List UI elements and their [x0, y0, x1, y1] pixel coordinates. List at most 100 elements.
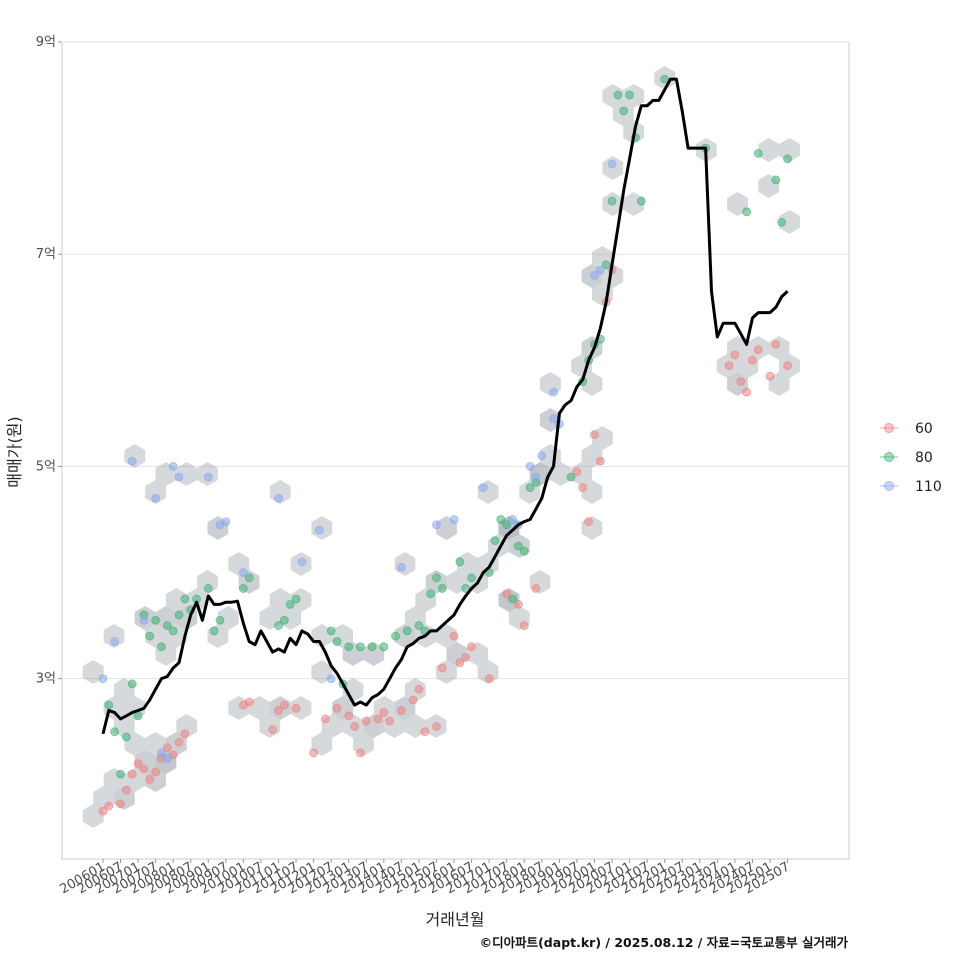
scatter-point-80: [157, 642, 166, 652]
scatter-point-80: [356, 642, 365, 652]
scatter-point-60: [455, 658, 465, 668]
scatter-point-80: [467, 573, 476, 583]
scatter-point-60: [104, 801, 114, 811]
scatter-point-60: [332, 703, 342, 713]
scatter-point-60: [408, 695, 418, 705]
scatter-point-60: [578, 483, 588, 493]
scatter-point-60: [291, 703, 301, 713]
scatter-point-80: [279, 615, 289, 625]
scatter-point-80: [514, 541, 523, 551]
scatter-point-60: [484, 674, 494, 684]
scatter-point-80: [619, 106, 629, 116]
scatter-point-80: [215, 615, 225, 625]
scatter-point-60: [590, 430, 599, 439]
scatter-point-80: [607, 196, 617, 206]
scatter-point-80: [168, 626, 178, 636]
scatter-point-60: [373, 714, 383, 724]
scatter-point-60: [309, 748, 319, 758]
scatter-point-110: [531, 472, 541, 482]
scatter-point-80: [455, 557, 465, 567]
scatter-point-80: [660, 74, 670, 84]
scatter-point-60: [572, 467, 582, 477]
scatter-point-60: [467, 642, 476, 652]
legend-key-point: [884, 452, 894, 462]
hex-cell: [436, 624, 457, 648]
scatter-point-60: [771, 339, 781, 349]
scatter-point-80: [601, 260, 611, 270]
y-tick-label: 5억: [36, 459, 56, 474]
scatter-point-110: [607, 159, 617, 169]
scatter-point-110: [274, 493, 283, 503]
scatter-point-80: [566, 472, 576, 482]
scatter-point-110: [221, 517, 231, 526]
scatter-point-80: [437, 584, 447, 593]
legend-label: 60: [915, 421, 933, 437]
hex-cell: [290, 588, 312, 612]
scatter-point-60: [244, 697, 254, 707]
plot-panel: [61, 41, 850, 860]
y-axis: 3억 5억 7억 9억: [36, 35, 62, 687]
gridlines: [62, 41, 849, 680]
scatter-point-80: [162, 621, 172, 630]
scatter-point-60: [145, 775, 155, 784]
scatter-point-110: [139, 615, 149, 625]
scatter-point-80: [367, 642, 377, 652]
scatter-point-80: [432, 573, 441, 583]
scatter-point-110: [297, 557, 307, 567]
scatter-point-60: [584, 517, 594, 526]
scatter-point-80: [379, 642, 389, 652]
hex-cell: [373, 696, 395, 720]
scatter-point-80: [244, 573, 254, 583]
scatter-point-60: [279, 700, 289, 710]
scatter-point-60: [736, 377, 746, 386]
scatter-point-60: [174, 737, 184, 747]
scatter-point-80: [771, 175, 781, 185]
scatter-point-60: [133, 759, 143, 768]
hex-cell: [145, 768, 166, 792]
hex-cell: [82, 804, 104, 828]
scatter-point-80: [502, 520, 512, 530]
scatter-point-60: [151, 767, 161, 777]
x-axis: 2006012006072007012007072008012008072009…: [57, 859, 793, 897]
hex-cell: [602, 84, 624, 108]
scatter-point-110: [157, 748, 166, 758]
scatter-point-80: [332, 637, 342, 646]
scatter-point-80: [238, 584, 248, 593]
scatter-point-60: [268, 725, 278, 734]
scatter-point-60: [139, 764, 149, 774]
scatter-point-80: [636, 196, 646, 206]
hex-cell: [602, 264, 624, 288]
scatter-point-110: [127, 456, 137, 466]
hex-cell: [758, 138, 780, 162]
scatter-point-60: [350, 721, 359, 731]
scatter-point-60: [116, 799, 125, 809]
hex-cell: [145, 480, 166, 504]
scatter-point-60: [356, 748, 365, 758]
scatter-point-60: [396, 706, 406, 715]
hex-cell: [165, 588, 187, 612]
scatter-point-80: [525, 483, 535, 493]
hex-cell: [269, 588, 291, 612]
scatter-point-110: [151, 493, 161, 503]
scatter-point-60: [414, 684, 424, 694]
scatter-point-80: [613, 90, 623, 100]
scatter-point-60: [748, 355, 757, 365]
series-line: [101, 77, 789, 735]
scatter-point-110: [326, 674, 336, 684]
scatter-point-60: [432, 721, 441, 731]
hex-cell: [342, 678, 364, 702]
scatter-point-60: [437, 663, 447, 673]
scatter-point-60: [765, 371, 775, 381]
scatter-point-110: [590, 271, 599, 280]
scatter-point-60: [379, 708, 389, 717]
scatter-point-80: [116, 769, 125, 779]
scatter-point-80: [496, 515, 506, 524]
scatter-point-60: [98, 806, 108, 816]
scatter-point-110: [110, 637, 120, 646]
scatter-point-60: [531, 584, 541, 593]
hex-cell: [197, 570, 218, 594]
hex-cell: [145, 624, 166, 648]
scatter-point-60: [753, 345, 763, 355]
scatter-point-80: [104, 700, 114, 710]
